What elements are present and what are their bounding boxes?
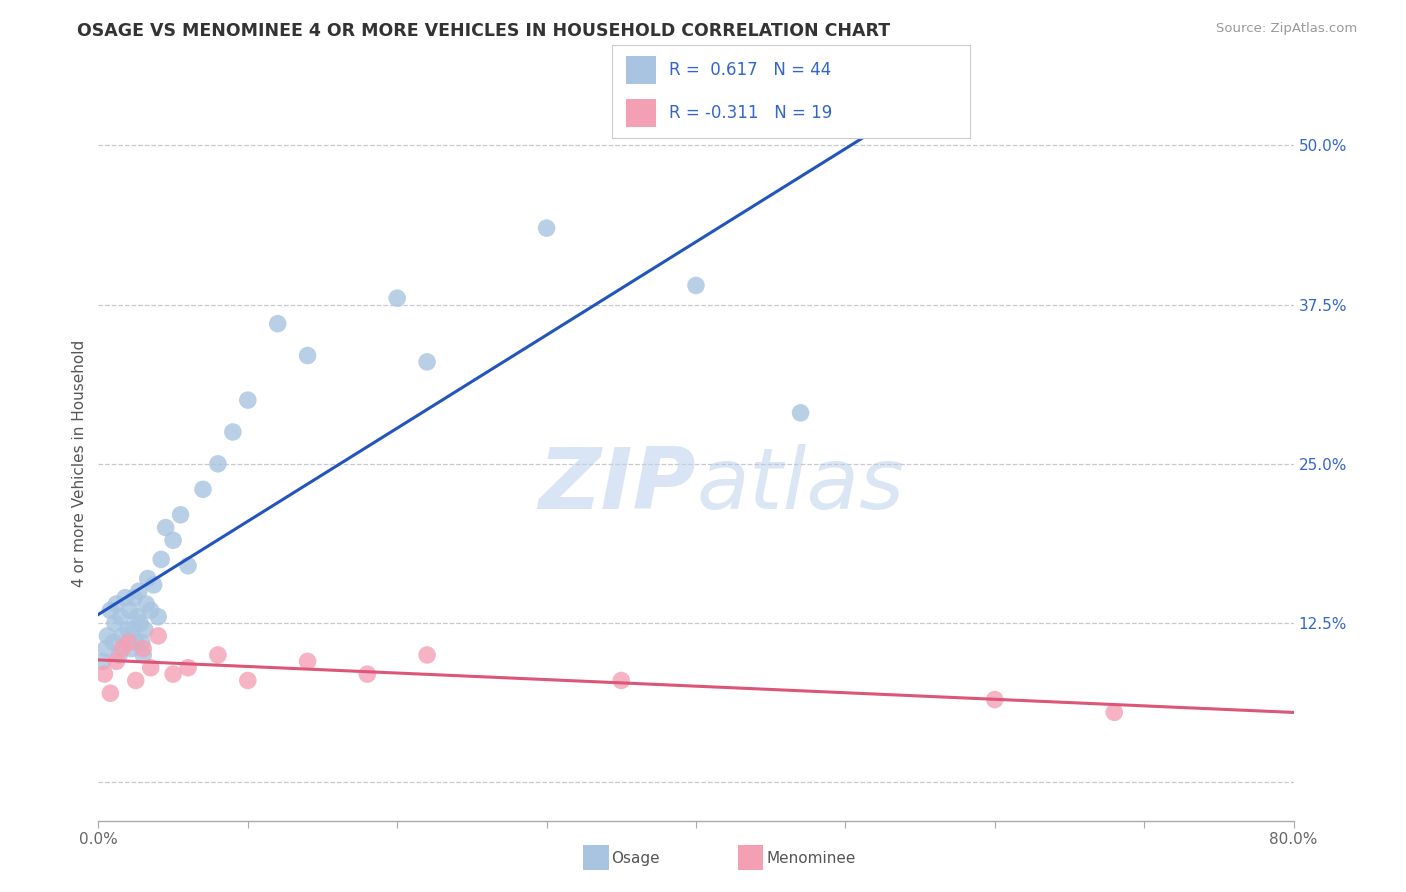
Point xyxy=(536,221,558,235)
Point xyxy=(117,623,139,637)
Point xyxy=(139,661,162,675)
Point xyxy=(127,609,149,624)
Point xyxy=(131,635,153,649)
Point xyxy=(110,609,132,624)
Point xyxy=(103,635,125,649)
Point xyxy=(117,635,139,649)
Point xyxy=(105,654,128,668)
Point xyxy=(136,572,159,586)
Point xyxy=(125,673,148,688)
Point xyxy=(416,355,439,369)
Point xyxy=(105,597,128,611)
Point xyxy=(128,584,150,599)
Point xyxy=(96,629,118,643)
Text: R =  0.617   N = 44: R = 0.617 N = 44 xyxy=(669,61,831,78)
Point xyxy=(93,667,115,681)
Text: atlas: atlas xyxy=(696,443,904,527)
Point xyxy=(236,673,259,688)
Point xyxy=(132,648,155,662)
Point xyxy=(267,317,290,331)
Point xyxy=(984,692,1007,706)
Point xyxy=(297,654,319,668)
Point xyxy=(104,616,127,631)
Point xyxy=(207,648,229,662)
Point xyxy=(124,591,146,605)
Point xyxy=(111,629,134,643)
Point xyxy=(169,508,191,522)
Point xyxy=(191,483,214,497)
Point xyxy=(385,291,409,305)
Point xyxy=(139,603,162,617)
FancyBboxPatch shape xyxy=(626,99,657,127)
Point xyxy=(94,641,117,656)
Point xyxy=(789,406,811,420)
Point xyxy=(98,603,122,617)
Point xyxy=(120,641,142,656)
Point xyxy=(207,457,229,471)
Point xyxy=(114,591,136,605)
Point xyxy=(135,597,157,611)
Point xyxy=(129,616,152,631)
Point xyxy=(132,641,155,656)
Point xyxy=(148,629,170,643)
Point xyxy=(155,520,177,534)
Point xyxy=(236,393,259,408)
FancyBboxPatch shape xyxy=(626,56,657,84)
Point xyxy=(162,667,184,681)
Point xyxy=(148,609,170,624)
Point xyxy=(134,623,156,637)
Point xyxy=(118,603,141,617)
Point xyxy=(162,533,184,548)
Y-axis label: 4 or more Vehicles in Household: 4 or more Vehicles in Household xyxy=(72,340,87,588)
Point xyxy=(1104,706,1126,720)
Point xyxy=(108,648,131,662)
Point xyxy=(416,648,439,662)
Point xyxy=(142,578,165,592)
Point xyxy=(222,425,245,439)
Text: Osage: Osage xyxy=(612,852,661,866)
Text: Menominee: Menominee xyxy=(766,852,856,866)
Point xyxy=(356,667,378,681)
Text: R = -0.311   N = 19: R = -0.311 N = 19 xyxy=(669,104,832,122)
Point xyxy=(297,349,319,363)
Text: Source: ZipAtlas.com: Source: ZipAtlas.com xyxy=(1216,22,1357,36)
Text: OSAGE VS MENOMINEE 4 OR MORE VEHICLES IN HOUSEHOLD CORRELATION CHART: OSAGE VS MENOMINEE 4 OR MORE VEHICLES IN… xyxy=(77,22,890,40)
Point xyxy=(177,661,200,675)
Point xyxy=(610,673,633,688)
Point xyxy=(111,641,134,656)
Point xyxy=(121,623,143,637)
Point xyxy=(91,654,114,668)
Text: ZIP: ZIP xyxy=(538,443,696,527)
Point xyxy=(150,552,173,566)
Point xyxy=(685,278,707,293)
Point xyxy=(177,558,200,573)
Point xyxy=(125,635,148,649)
Point xyxy=(98,686,122,700)
